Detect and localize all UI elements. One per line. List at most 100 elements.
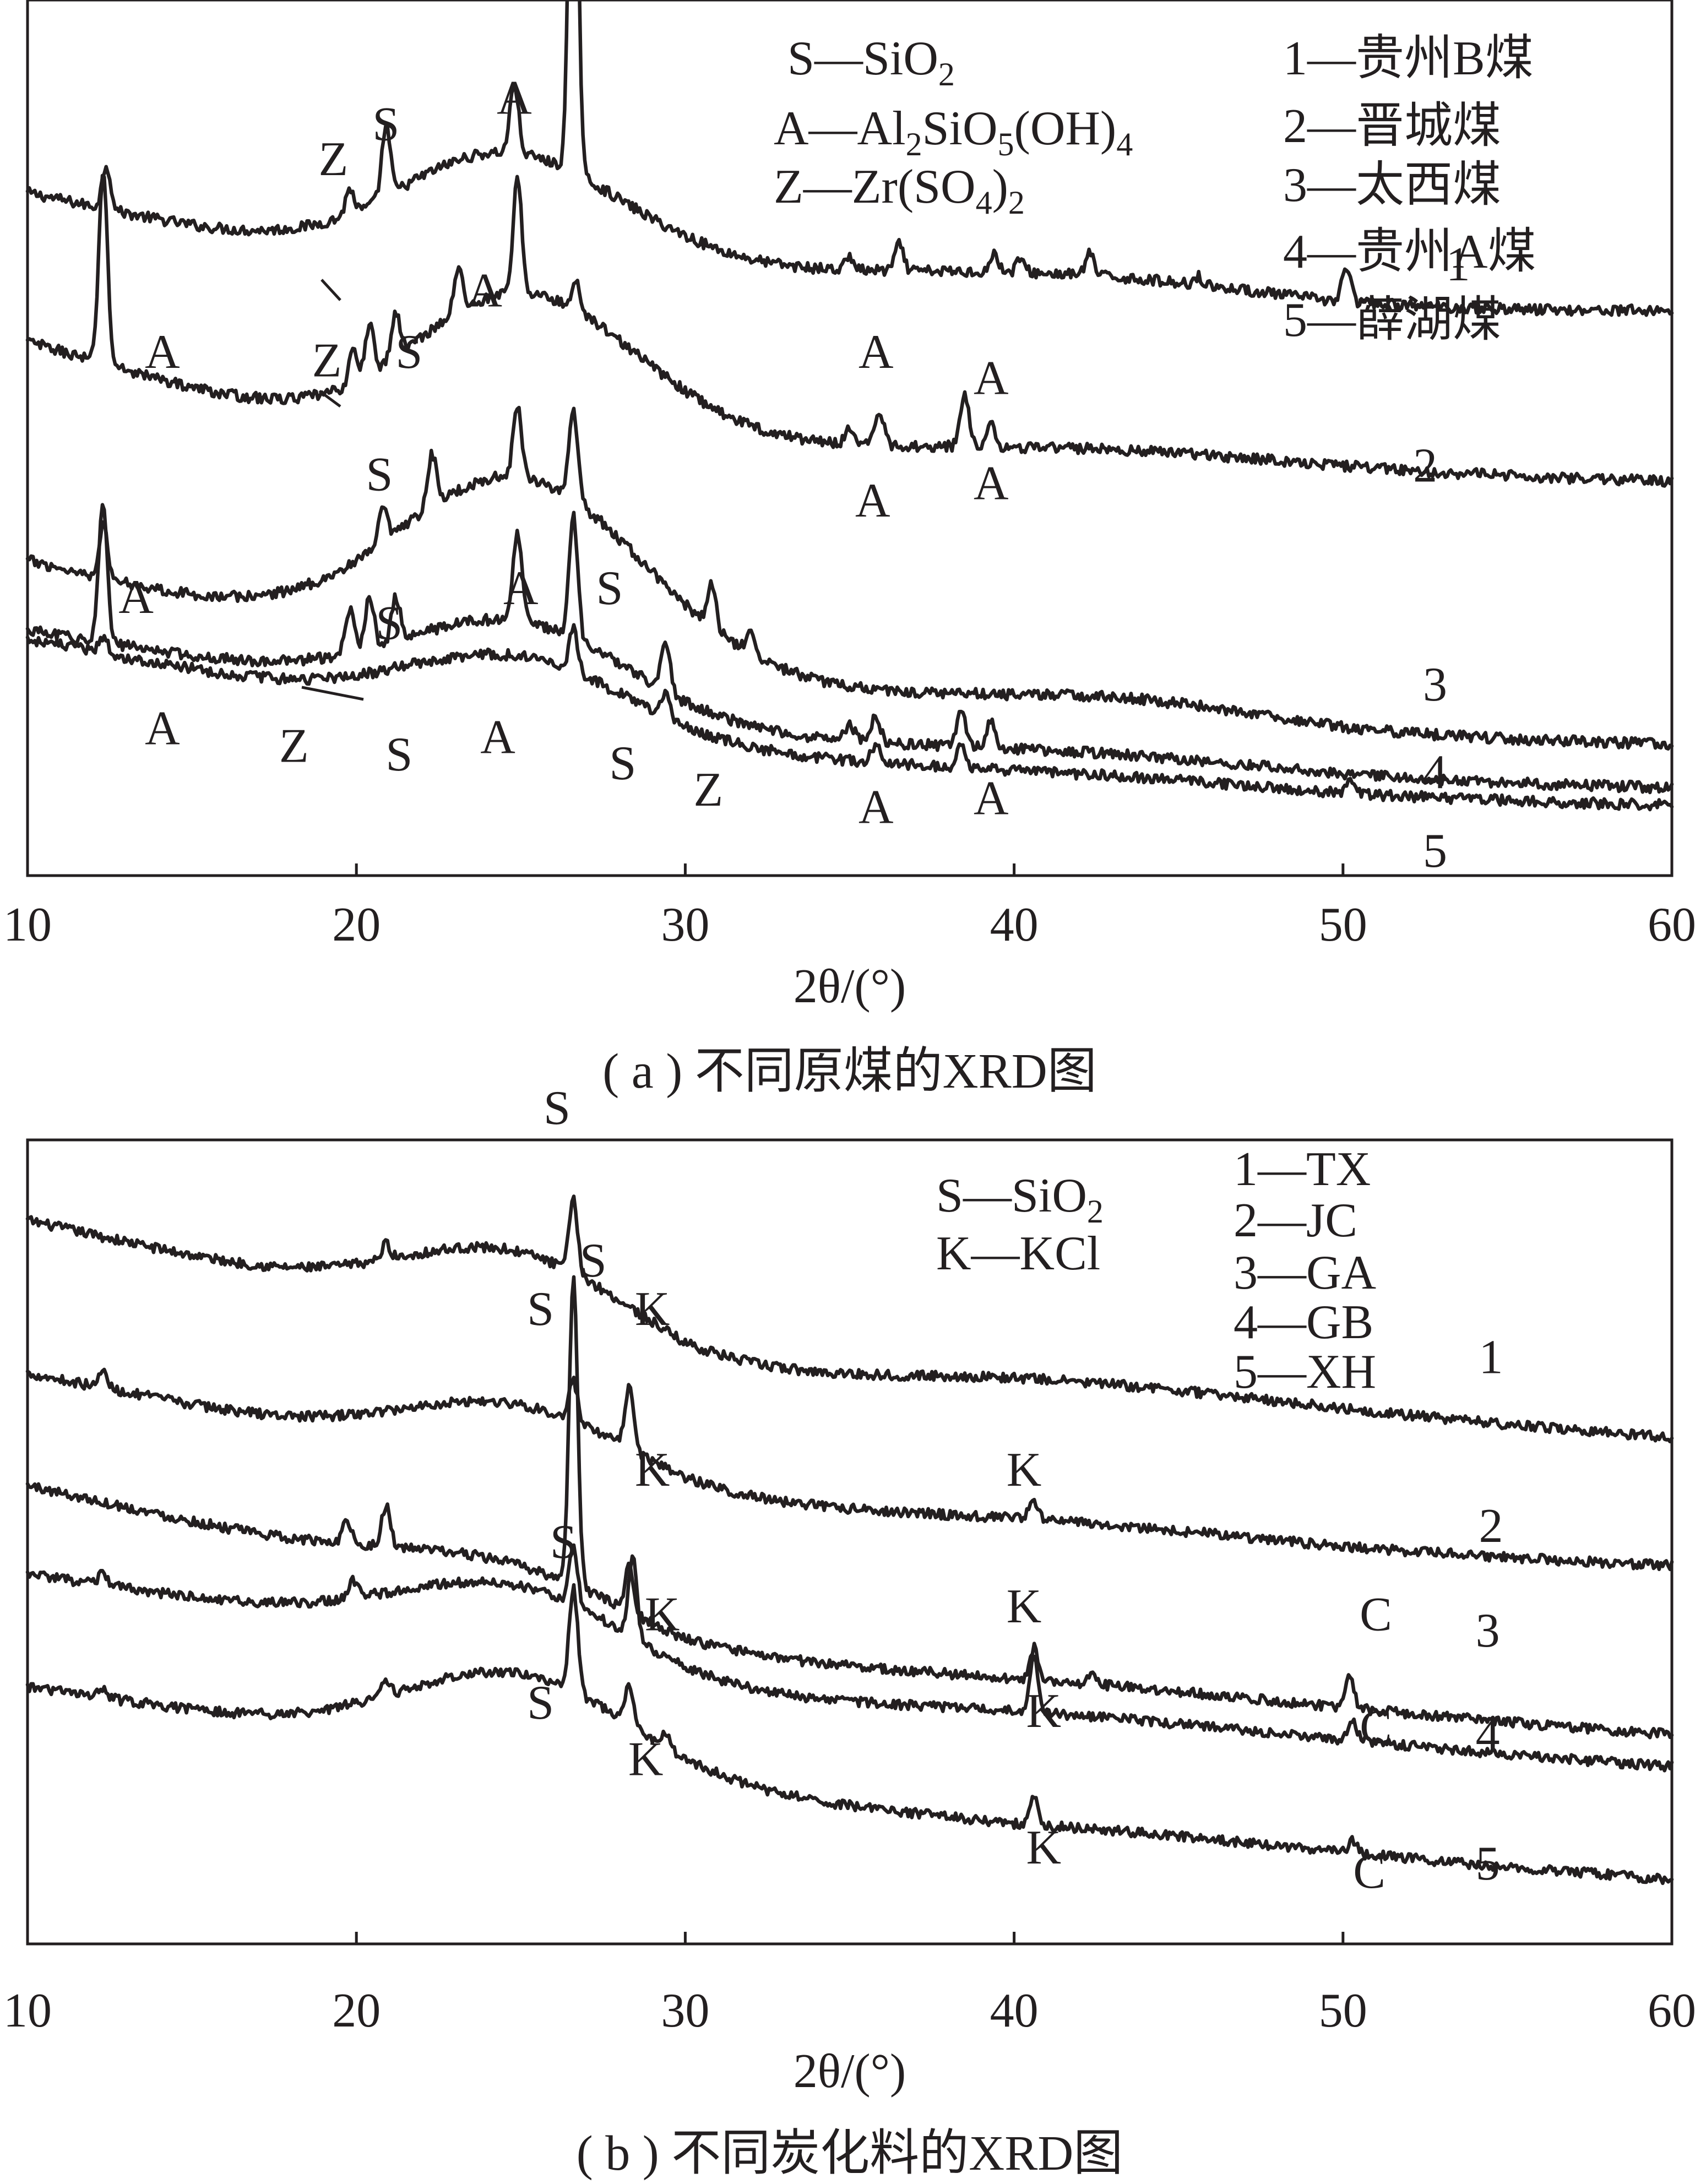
panel-b-x-tick-labels: 10 20 30 40 50 60 xyxy=(3,1984,1696,2038)
series-2-line xyxy=(25,1367,1674,1572)
annotation-K-13: K xyxy=(628,1732,664,1786)
annotation-A-10: A xyxy=(974,352,1009,405)
legend-phase-sio2: S—SiO2 xyxy=(787,32,955,93)
legend-sample-2: 2—晋城煤 xyxy=(1283,100,1501,153)
panel-b-x-axis-label: 2θ/(°) xyxy=(794,2045,906,2098)
annotation-Z-19: Z xyxy=(279,719,309,773)
legend-sample-gb: 4—GB xyxy=(1234,1296,1373,1349)
annotation-S-0: S xyxy=(544,1082,571,1135)
panel-a-caption: ( a ) 不同原煤的XRD图 xyxy=(602,1044,1096,1099)
legend-sample-jc: 2—JC xyxy=(1234,1194,1357,1247)
annotation-S-7: S xyxy=(395,325,422,379)
x-tick-label-60: 60 xyxy=(1648,1984,1696,2038)
panel-b-phase-legend: S—SiO2 K—KCl xyxy=(936,1169,1104,1280)
annotation-Z-23: Z xyxy=(693,763,723,817)
x-tick-label-40: 40 xyxy=(990,1984,1039,2038)
series-5-line xyxy=(25,1583,1674,1886)
annotation-S-12: S xyxy=(527,1676,554,1730)
panel-a-chart: AZSASAZSAAASAAASASAZSASZAA12345 10203040… xyxy=(3,0,1696,1099)
panel-b-x-ticks xyxy=(26,1932,1674,1944)
x-tick-label-40: 40 xyxy=(990,898,1039,952)
series-4-line xyxy=(25,1543,1674,1773)
annotation-A-18: A xyxy=(145,702,180,756)
annotation-K-6: K xyxy=(1007,1580,1042,1633)
legend-sample-1: 1—贵州B煤 xyxy=(1283,32,1534,85)
annotation-2-27: 2 xyxy=(1413,439,1437,493)
annotation-Z-1: Z xyxy=(319,133,349,186)
annotation-4-19: 4 xyxy=(1476,1709,1500,1762)
annotation-A-25: A xyxy=(974,772,1009,825)
series-1-line xyxy=(25,1194,1674,1444)
annotation-K-9: K xyxy=(645,1588,680,1642)
x-tick-label-50: 50 xyxy=(1319,1984,1367,2038)
series-1-line xyxy=(25,0,1674,317)
annotation-S-4: S xyxy=(527,1283,554,1336)
annotation-5-20: 5 xyxy=(1476,1837,1500,1890)
panel-a-frame xyxy=(26,0,1674,877)
legend-sample-3: 3—太西煤 xyxy=(1283,159,1501,212)
series-3-line xyxy=(25,1275,1674,1740)
annotation-A-16: A xyxy=(503,562,539,615)
legend-phase-kaolinite: A—Al2SiO5(OH)4 xyxy=(774,102,1133,162)
leader-line-z3 xyxy=(301,686,364,701)
annotation-C-15: C xyxy=(1353,1845,1386,1899)
annotation-S-20: S xyxy=(385,728,412,781)
legend-sample-5: 5—薛湖煤 xyxy=(1283,294,1501,347)
x-tick-label-10: 10 xyxy=(3,1984,52,2038)
x-tick-label-20: 20 xyxy=(332,1984,381,2038)
x-tick-label-30: 30 xyxy=(661,1984,709,2038)
annotation-S-8: S xyxy=(550,1515,577,1569)
annotation-1-16: 1 xyxy=(1479,1330,1503,1384)
legend-sample-4: 4—贵州A煤 xyxy=(1283,225,1536,279)
panel-b-caption: ( b ) 不同炭化料的XRD图 xyxy=(577,2126,1123,2181)
panel-a-sample-legend: 1—贵州B煤 2—晋城煤 3—太西煤 4—贵州A煤 5—薛湖煤 xyxy=(1283,32,1536,347)
x-tick-label-20: 20 xyxy=(332,898,381,952)
annotation-A-3: A xyxy=(497,72,532,125)
series-5-line xyxy=(25,623,1674,812)
annotation-K-10: K xyxy=(1026,1685,1062,1738)
legend-sample-tx: 1—TX xyxy=(1234,1143,1371,1196)
annotation-5-30: 5 xyxy=(1423,824,1447,878)
annotation-C-7: C xyxy=(1360,1588,1392,1642)
annotation-A-13: A xyxy=(974,457,1009,510)
x-tick-label-50: 50 xyxy=(1319,898,1367,952)
annotation-K-2: K xyxy=(635,1283,670,1336)
annotation-K-5: K xyxy=(635,1443,670,1497)
x-tick-label-10: 10 xyxy=(3,898,52,952)
annotation-A-21: A xyxy=(480,710,515,764)
annotation-A-8: A xyxy=(467,264,502,318)
annotation-A-5: A xyxy=(145,325,180,379)
annotation-K-3: K xyxy=(1007,1443,1042,1497)
x-tick-label-30: 30 xyxy=(661,898,709,952)
legend-phase-sio2-b: S—SiO2 xyxy=(936,1169,1104,1230)
annotation-S-2: S xyxy=(372,97,399,151)
annotation-S-1: S xyxy=(580,1234,607,1287)
legend-phase-zirconium-sulfate: Z—Zr(SO4)2 xyxy=(774,160,1025,221)
panel-a-x-axis-label: 2θ/(°) xyxy=(794,960,906,1013)
panel-a-x-tick-labels: 10 20 30 40 50 60 xyxy=(3,898,1696,952)
annotation-A-14: A xyxy=(118,571,154,624)
panel-b-curves xyxy=(25,1194,1674,1886)
series-4-line xyxy=(25,503,1674,795)
annotation-3-18: 3 xyxy=(1476,1604,1500,1658)
legend-phase-kcl: K—KCl xyxy=(936,1227,1100,1280)
panel-b-sample-legend: 1—TX 2—JC 3—GA 4—GB 5—XH xyxy=(1234,1143,1376,1399)
annotation-K-14: K xyxy=(1026,1821,1062,1875)
legend-sample-ga: 3—GA xyxy=(1234,1246,1376,1300)
leader-line-z2 xyxy=(318,389,341,408)
panel-a-peak-annotations: AZSASAZSAAASAAASASAZSASZAA12345 xyxy=(118,72,1470,878)
annotation-A-12: A xyxy=(855,474,890,528)
leader-line-z1 xyxy=(320,279,341,301)
annotation-S-15: S xyxy=(376,597,403,650)
series-2-line xyxy=(25,173,1674,488)
annotation-S-22: S xyxy=(609,737,636,790)
annotation-4-29: 4 xyxy=(1423,746,1447,799)
annotation-1-26: 1 xyxy=(1446,238,1470,291)
annotation-2-17: 2 xyxy=(1479,1500,1503,1553)
x-tick-label-60: 60 xyxy=(1648,898,1696,952)
annotation-C-11: C xyxy=(1360,1701,1392,1754)
annotation-A-9: A xyxy=(859,325,894,379)
